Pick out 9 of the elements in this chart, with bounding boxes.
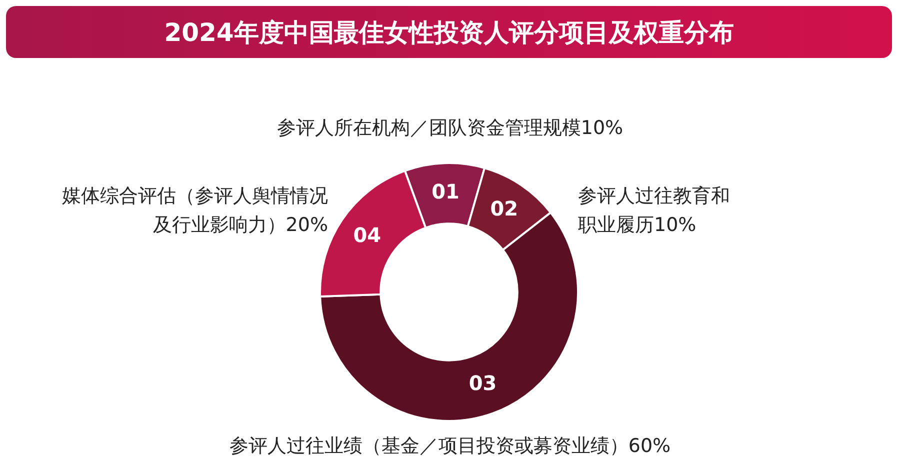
text: 04	[353, 223, 382, 248]
text: 02	[490, 196, 518, 220]
text: 01	[432, 180, 460, 204]
chart-title: 2024年度中国最佳女性投资人评分项目及权重分布	[6, 6, 892, 58]
slice-label: 参评人所在机构／团队资金管理规模10%	[276, 116, 624, 141]
text: 03	[468, 370, 497, 395]
slice-label: 参评人过往教育和职业履历10%	[578, 184, 731, 238]
slice-label: 参评人过往业绩（基金／项目投资或募资业绩）60%	[228, 434, 672, 459]
slice-label: 媒体综合评估（参评人舆情情况及行业影响力）20%	[61, 184, 328, 238]
